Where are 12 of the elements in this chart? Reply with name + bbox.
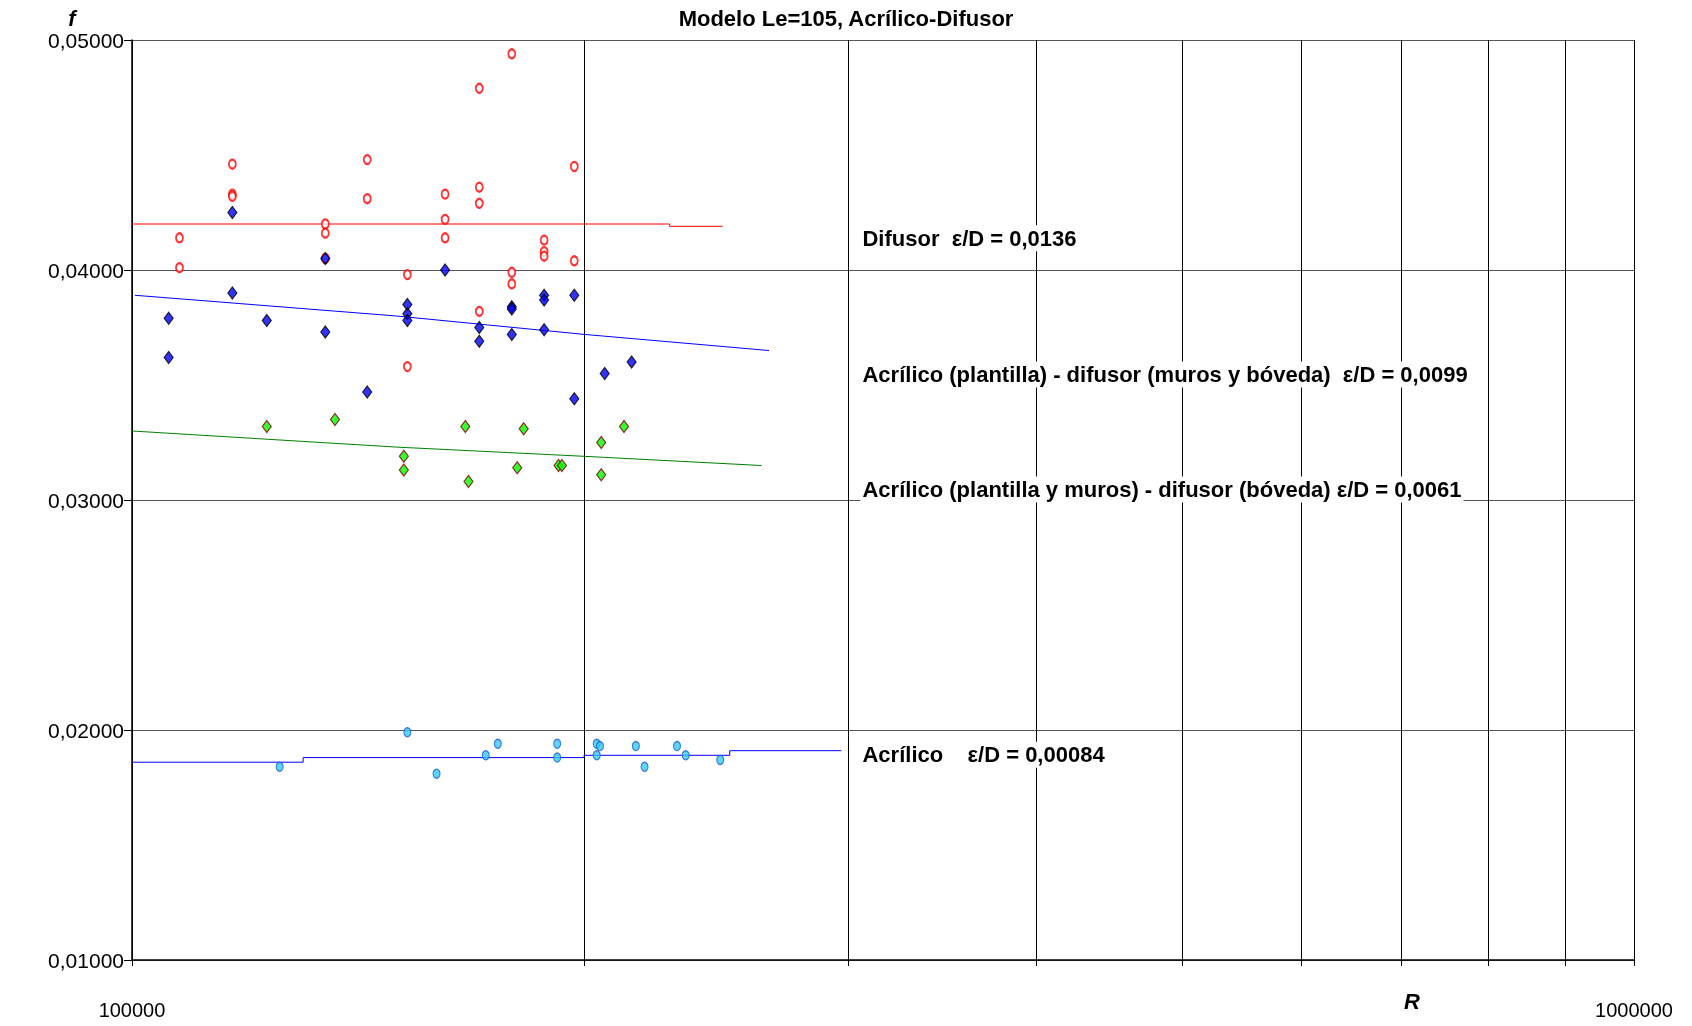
x-axis-title: R	[1404, 988, 1420, 1014]
y-tick-label: 0,02000	[48, 718, 124, 742]
y-tick-label: 0,03000	[48, 488, 124, 512]
annotation: Acrílico ε/D = 0,00084	[862, 742, 1106, 768]
annotation: Difusor ε/D = 0,0136	[862, 225, 1077, 251]
chart-title: Modelo Le=105, Acrílico-Difusor	[678, 5, 1014, 31]
annotation: Acrílico (plantilla) - difusor (muros y bóveda) ε/D = 0,0099	[862, 362, 1468, 387]
x-tick-label: 1000000	[1595, 999, 1673, 1021]
annotation: Acrílico (plantilla y muros) - difusor (bóveda) ε/D = 0,0061	[862, 477, 1462, 502]
y-tick-label: 0,01000	[48, 948, 124, 972]
x-tick-label: 100000	[98, 999, 166, 1021]
y-tick-label: 0,04000	[48, 258, 124, 282]
